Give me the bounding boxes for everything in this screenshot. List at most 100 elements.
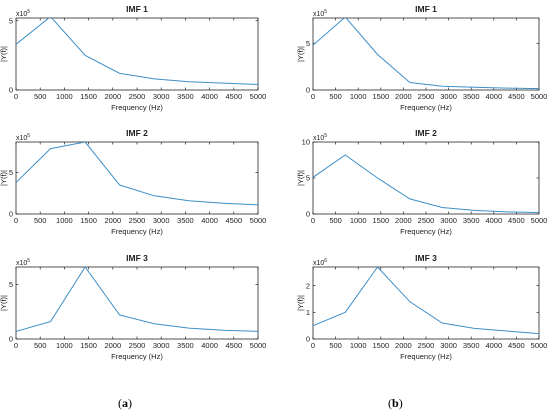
x-tick-label: 1000 <box>56 341 73 350</box>
y-axis-label: |Y(f)| <box>0 46 8 62</box>
x-tick-label: 2500 <box>129 216 146 225</box>
y-tick-label: 5 <box>9 280 13 289</box>
x-tick-label: 2000 <box>104 92 121 101</box>
y-exponent-label: x105 <box>16 9 30 18</box>
x-tick-label: 500 <box>34 92 47 101</box>
x-tick-label: 3500 <box>177 216 194 225</box>
x-tick-label: 500 <box>34 216 47 225</box>
series-line <box>16 267 258 332</box>
x-tick-label: 1500 <box>80 216 97 225</box>
x-tick-label: 2500 <box>418 341 435 350</box>
panel-label-a: (a) <box>118 396 132 410</box>
y-tick-label: 2 <box>306 281 310 290</box>
y-tick-label: 5 <box>306 174 310 183</box>
x-tick-label: 1000 <box>350 92 367 101</box>
x-tick-label: 1000 <box>56 216 73 225</box>
x-tick-label: 2500 <box>129 92 146 101</box>
x-tick-label: 0 <box>14 92 18 101</box>
x-tick-label: 2000 <box>395 92 412 101</box>
y-axis-label: |Y(f)| <box>0 170 8 186</box>
y-tick-label: 0 <box>9 210 13 219</box>
x-tick-label: 2000 <box>104 216 121 225</box>
x-tick-label: 0 <box>311 341 315 350</box>
x-tick-label: 1000 <box>350 216 367 225</box>
x-tick-label: 4500 <box>225 216 242 225</box>
chart-4: 0 500 1000 1500 2000 2500 3000 3500 4000 4500 5000… <box>296 4 547 112</box>
chart-title: IMF 3 <box>126 253 148 263</box>
x-tick-label: 1500 <box>372 216 389 225</box>
panel-label-b: (b) <box>388 396 403 410</box>
y-axis-label: |Y(f)| <box>0 295 8 311</box>
x-tick-label: 500 <box>329 341 342 350</box>
series-line <box>16 18 258 85</box>
x-tick-label: 1500 <box>80 341 97 350</box>
y-tick-label: 0 <box>9 335 13 344</box>
x-tick-label: 2000 <box>395 341 412 350</box>
x-axis-label: Frequency (Hz) <box>111 352 163 361</box>
chart-title: IMF 3 <box>415 253 437 263</box>
x-axis-label: Frequency (Hz) <box>400 227 452 236</box>
y-axis-label: |Y(f)| <box>296 170 305 186</box>
x-tick-label: 5000 <box>531 341 548 350</box>
x-tick-label: 4000 <box>201 216 218 225</box>
plot-frame <box>15 141 259 215</box>
chart-5: 0 500 1000 1500 2000 2500 3000 3500 4000 4500 5000… <box>296 128 547 236</box>
plot-frame <box>15 17 259 91</box>
series-line <box>313 154 539 214</box>
x-tick-label: 3000 <box>440 216 457 225</box>
x-tick-label: 0 <box>311 216 315 225</box>
x-tick-label: 2000 <box>395 216 412 225</box>
series-line <box>313 18 539 90</box>
x-tick-label: 2000 <box>104 341 121 350</box>
y-tick-label: 0 <box>9 86 13 95</box>
y-tick-label: 5 <box>9 168 13 177</box>
x-tick-label: 500 <box>329 216 342 225</box>
y-tick-label: 10 <box>302 138 310 147</box>
chart-6: 0 500 1000 1500 2000 2500 3000 3500 4000 4500 5000… <box>296 253 547 361</box>
plot-frame <box>15 266 259 340</box>
y-exponent-label: x105 <box>16 258 30 267</box>
chart-title: IMF 2 <box>126 128 148 138</box>
x-tick-label: 3500 <box>463 92 480 101</box>
y-exponent-label: x105 <box>313 133 327 142</box>
x-tick-label: 3000 <box>440 92 457 101</box>
x-tick-label: 3000 <box>440 341 457 350</box>
y-axis-label: |Y(f)| <box>296 46 305 62</box>
x-tick-label: 1500 <box>80 92 97 101</box>
x-tick-label: 0 <box>14 216 18 225</box>
x-axis-label: Frequency (Hz) <box>111 227 163 236</box>
x-tick-label: 4500 <box>508 216 525 225</box>
x-tick-label: 500 <box>34 341 47 350</box>
x-tick-label: 5000 <box>250 216 267 225</box>
y-tick-label: 1 <box>306 308 310 317</box>
chart-title: IMF 1 <box>126 4 148 14</box>
x-tick-label: 4000 <box>201 92 218 101</box>
x-tick-label: 3500 <box>177 92 194 101</box>
series-line <box>313 267 539 335</box>
x-tick-label: 5000 <box>531 216 548 225</box>
x-tick-label: 2500 <box>129 341 146 350</box>
x-tick-label: 1000 <box>350 341 367 350</box>
x-tick-label: 1000 <box>56 92 73 101</box>
x-axis-label: Frequency (Hz) <box>400 352 452 361</box>
x-tick-label: 4500 <box>225 92 242 101</box>
x-tick-label: 3000 <box>153 216 170 225</box>
series-line <box>16 142 258 206</box>
x-tick-label: 3500 <box>177 341 194 350</box>
y-tick-label: 5 <box>9 16 13 25</box>
x-tick-label: 4500 <box>508 92 525 101</box>
x-tick-label: 4000 <box>201 341 218 350</box>
x-tick-label: 1500 <box>372 341 389 350</box>
x-tick-label: 3500 <box>463 341 480 350</box>
x-tick-label: 0 <box>14 341 18 350</box>
y-tick-label: 5 <box>306 39 310 48</box>
x-tick-label: 4500 <box>508 341 525 350</box>
x-axis-label: Frequency (Hz) <box>111 103 163 112</box>
x-tick-label: 3000 <box>153 92 170 101</box>
x-tick-label: 500 <box>329 92 342 101</box>
x-tick-label: 5000 <box>250 92 267 101</box>
x-tick-label: 3500 <box>463 216 480 225</box>
y-exponent-label: x105 <box>16 133 30 142</box>
x-tick-label: 4000 <box>485 216 502 225</box>
